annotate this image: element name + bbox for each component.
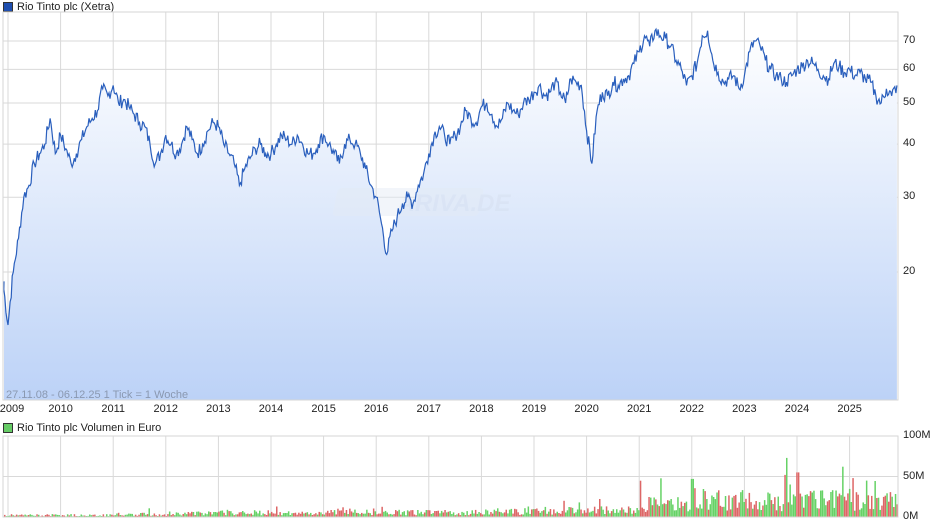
volume-bars <box>4 457 898 517</box>
y-tick-label: 30 <box>903 190 916 203</box>
x-tick-label: 2016 <box>363 403 389 415</box>
x-tick-label: 2018 <box>469 403 494 415</box>
x-tick-label: 2010 <box>48 403 73 415</box>
watermark-logo: ARIVA.DE <box>332 188 511 217</box>
x-tick-label: 2011 <box>101 403 126 415</box>
volume-y-tick-label: 100M <box>903 429 931 441</box>
y-tick-label: 50 <box>903 96 916 109</box>
x-tick-label: 2024 <box>784 403 810 415</box>
x-tick-label: 2023 <box>732 403 757 415</box>
price-area <box>3 29 897 400</box>
volume-legend-label: Rio Tinto plc Volumen in Euro <box>17 422 162 434</box>
x-tick-label: 2022 <box>679 403 705 415</box>
y-tick-label: 60 <box>903 62 916 75</box>
volume-legend-swatch <box>3 423 13 433</box>
x-tick-label: 2014 <box>258 403 284 415</box>
x-tick-label: 2020 <box>574 403 599 415</box>
price-line <box>3 27 898 326</box>
x-tick-label: 2012 <box>153 403 179 415</box>
x-tick-label: 2017 <box>416 403 442 415</box>
volume-y-tick-label: 0M <box>903 510 919 522</box>
x-tick-label: 2025 <box>837 403 862 415</box>
x-tick-label: 2015 <box>311 403 336 415</box>
x-tick-label: 2013 <box>206 403 231 415</box>
x-tick-label: 2021 <box>626 403 652 415</box>
volume-plot-border <box>2 435 899 518</box>
price-legend-label: Rio Tinto plc (Xetra) <box>17 1 115 13</box>
volume-legend: Rio Tinto plc Volumen in Euro <box>3 421 161 435</box>
y-tick-label: 40 <box>903 137 916 150</box>
date-range-note: 27.11.08 - 06.12.25 1 Tick = 1 Woche <box>6 389 189 401</box>
volume-y-tick-label: 50M <box>903 469 925 482</box>
price-plot-border <box>2 11 899 401</box>
svg-text:ARIVA.DE: ARIVA.DE <box>397 190 512 217</box>
x-tick-label: 2009 <box>0 403 25 415</box>
volume-grid <box>3 435 898 518</box>
y-tick-label: 20 <box>903 264 916 277</box>
x-tick-label: 2019 <box>521 403 547 415</box>
y-tick-label: 70 <box>903 33 916 46</box>
